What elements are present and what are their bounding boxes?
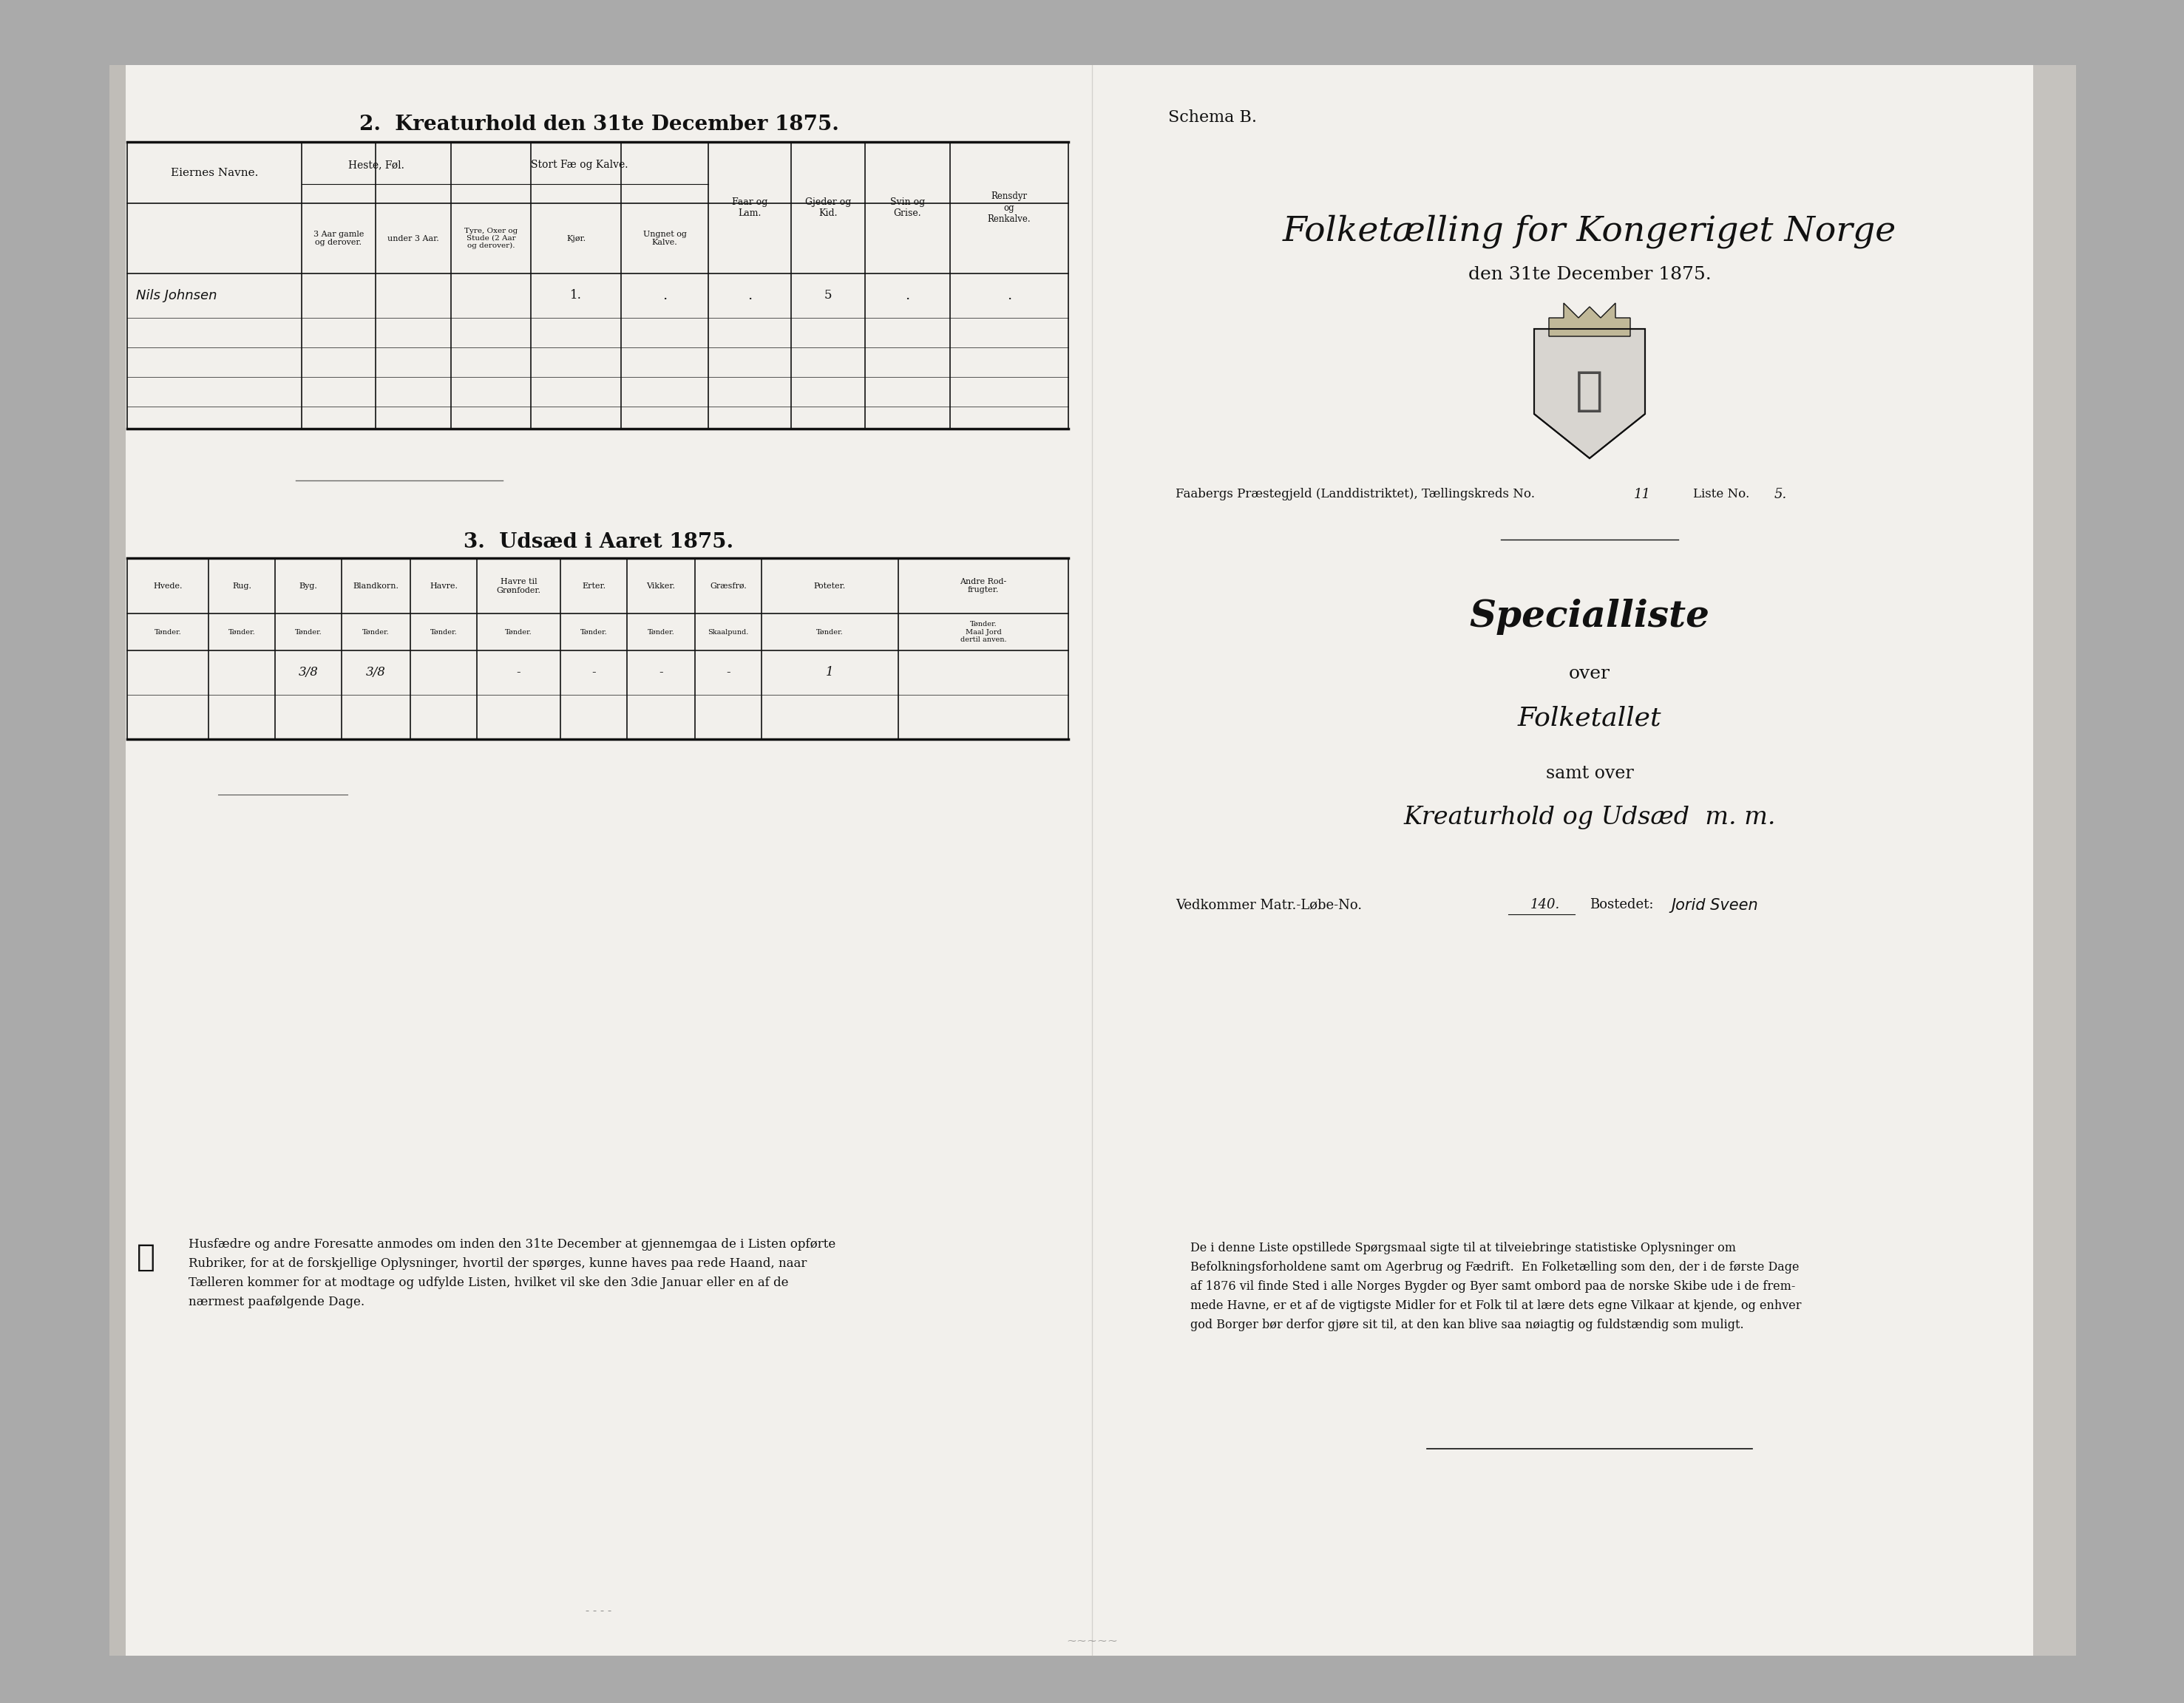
Text: Tønder.: Tønder. [430,628,456,635]
Text: Tønder.: Tønder. [581,628,607,635]
Text: Andre Rod-
frugter.: Andre Rod- frugter. [961,577,1007,594]
FancyBboxPatch shape [2033,65,2077,1655]
Text: .: . [1007,290,1011,303]
Text: Folketallet: Folketallet [1518,705,1662,731]
Text: Tønder.
Maal Jord
dertil anven.: Tønder. Maal Jord dertil anven. [961,622,1007,644]
Text: 5: 5 [823,290,832,301]
Text: Tyre, Oxer og
Stude (2 Aar
og derover).: Tyre, Oxer og Stude (2 Aar og derover). [465,226,518,249]
Text: Tønder.: Tønder. [227,628,256,635]
Polygon shape [1533,329,1645,458]
Text: 3/8: 3/8 [299,666,319,679]
Text: 1: 1 [826,666,834,679]
Text: Tønder.: Tønder. [817,628,843,635]
Text: .: . [662,290,666,303]
Text: Rensdyr
og
Renkalve.: Rensdyr og Renkalve. [987,192,1031,223]
Text: Rug.: Rug. [232,582,251,589]
Text: 3/8: 3/8 [367,666,387,679]
Text: Stort Fæ og Kalve.: Stort Fæ og Kalve. [531,160,629,170]
Text: Eiernes Navne.: Eiernes Navne. [170,167,258,177]
Text: Byg.: Byg. [299,582,317,589]
Polygon shape [1548,303,1629,335]
Text: Tønder.: Tønder. [505,628,533,635]
Text: Ungnet og
Kalve.: Ungnet og Kalve. [642,230,686,247]
Text: Gjeder og
Kid.: Gjeder og Kid. [806,198,852,218]
Text: Poteter.: Poteter. [815,582,845,589]
Text: ☞: ☞ [138,1241,155,1272]
Text: Vedkommer Matr.-Løbe-No.: Vedkommer Matr.-Løbe-No. [1175,897,1363,911]
Text: under 3 Aar.: under 3 Aar. [387,235,439,242]
Text: Heste, Føl.: Heste, Føl. [347,160,404,170]
Text: .: . [747,290,751,303]
Text: Faar og
Lam.: Faar og Lam. [732,198,767,218]
Text: Hvede.: Hvede. [153,582,183,589]
Text: 140.: 140. [1531,897,1559,911]
Text: - - - -: - - - - [585,1606,612,1616]
Text: Havre.: Havre. [430,582,459,589]
Text: Tønder.: Tønder. [363,628,389,635]
Text: Tønder.: Tønder. [646,628,675,635]
Text: Bostedet:: Bostedet: [1590,897,1653,911]
Text: -: - [592,666,596,679]
Text: 11: 11 [1634,487,1651,501]
Text: 2.  Kreaturhold den 31te December 1875.: 2. Kreaturhold den 31te December 1875. [358,114,839,135]
Text: Skaalpund.: Skaalpund. [708,628,749,635]
Text: 3 Aar gamle
og derover.: 3 Aar gamle og derover. [312,230,365,247]
Text: Folketælling for Kongeriget Norge: Folketælling for Kongeriget Norge [1282,215,1896,249]
Text: ~~~~~: ~~~~~ [1066,1635,1118,1647]
Text: Jorid Sveen: Jorid Sveen [1671,897,1758,913]
Text: -: - [518,666,520,679]
Text: 🦁: 🦁 [1575,370,1603,414]
FancyBboxPatch shape [109,65,127,1655]
Text: Kreaturhold og Udsæd  m. m.: Kreaturhold og Udsæd m. m. [1404,806,1776,829]
Text: Erter.: Erter. [581,582,605,589]
Text: 1.: 1. [570,290,581,301]
FancyBboxPatch shape [109,65,2077,1655]
Text: 3.  Udsæd i Aaret 1875.: 3. Udsæd i Aaret 1875. [463,531,734,552]
Text: samt over: samt over [1546,765,1634,782]
Text: Liste No.: Liste No. [1693,487,1749,501]
Text: Blandkorn.: Blandkorn. [354,582,400,589]
Text: Schema B.: Schema B. [1168,109,1256,126]
Text: Nils Johnsen: Nils Johnsen [135,290,216,303]
Text: .: . [904,290,911,303]
Text: 5.: 5. [1773,487,1787,501]
Text: Faabergs Præstegjeld (Landdistriktet), Tællingskreds No.: Faabergs Præstegjeld (Landdistriktet), T… [1175,487,1535,501]
Text: Specialliste: Specialliste [1470,599,1710,635]
Text: Kjør.: Kjør. [566,235,585,242]
Text: over: over [1568,666,1610,683]
Text: Husfædre og andre Foresatte anmodes om inden den 31te December at gjennemgaa de : Husfædre og andre Foresatte anmodes om i… [188,1238,836,1308]
Text: Havre til
Grønfoder.: Havre til Grønfoder. [496,577,542,594]
Text: De i denne Liste opstillede Spørgsmaal sigte til at tilveiebringe statistiske Op: De i denne Liste opstillede Spørgsmaal s… [1190,1241,1802,1332]
Text: den 31te December 1875.: den 31te December 1875. [1468,266,1710,283]
Text: Tønder.: Tønder. [295,628,321,635]
Text: -: - [725,666,729,679]
Text: -: - [660,666,664,679]
Text: Græsfrø.: Græsfrø. [710,582,747,589]
Text: Tønder.: Tønder. [155,628,181,635]
Text: Svin og
Grise.: Svin og Grise. [891,198,926,218]
Text: Vikker.: Vikker. [646,582,675,589]
